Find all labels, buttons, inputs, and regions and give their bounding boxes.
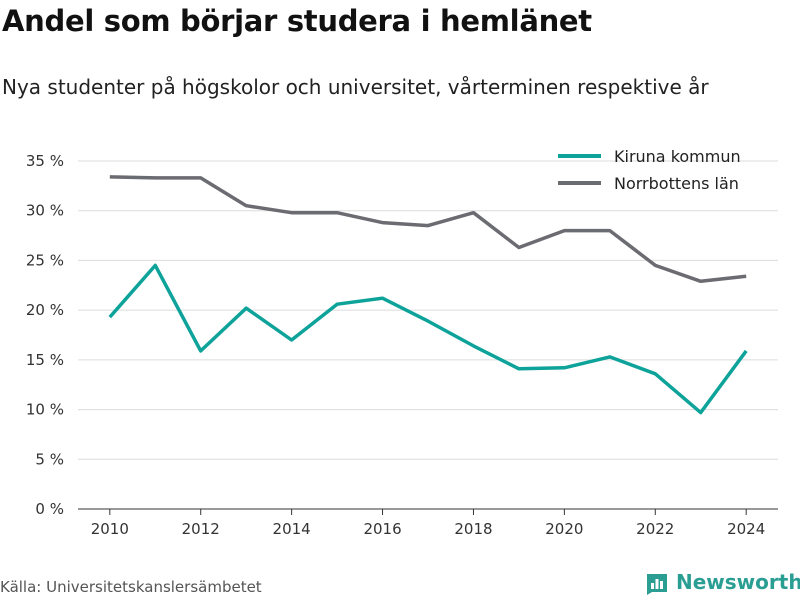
chart-title: Andel som börjar studera i hemlänet [2, 4, 592, 38]
y-tick-label: 30 % [26, 202, 64, 220]
series-line [108, 263, 748, 415]
y-tick-label: 25 % [26, 251, 64, 269]
x-tick-label: 2022 [636, 520, 674, 538]
legend-label: Kiruna kommun [614, 147, 741, 166]
y-axis-ticks: 0 % 5 % 10 % 15 % 20 % 25 % 30 % 35 % [26, 152, 64, 518]
source-note: Källa: Universitetskanslersämbetet [0, 578, 262, 596]
legend: Kiruna kommun Norrbottens län [558, 147, 741, 193]
x-tick-label: 2010 [91, 520, 129, 538]
y-tick-label: 20 % [26, 301, 64, 319]
x-tick-label: 2024 [727, 520, 765, 538]
x-tick-label: 2020 [545, 520, 583, 538]
y-tick-label: 10 % [26, 401, 64, 419]
chart-subtitle: Nya studenter på högskolor och universit… [2, 75, 709, 99]
x-axis: 2010 2012 2014 2016 2018 2020 2022 2024 [78, 508, 778, 538]
x-tick-label: 2018 [454, 520, 492, 538]
series-line [109, 175, 747, 284]
y-tick-label: 0 % [35, 500, 64, 518]
brand-logo: Newsworthy [644, 569, 800, 595]
gridlines [78, 160, 778, 460]
bar-chart-logo-icon [647, 574, 667, 595]
y-tick-label: 5 % [35, 450, 64, 468]
y-tick-label: 35 % [26, 152, 64, 170]
x-tick-label: 2012 [182, 520, 220, 538]
x-tick-label: 2014 [273, 520, 311, 538]
line-chart: 0 %5 %10 %15 %20 %25 %30 %35 % 2010 2012 2… [26, 147, 778, 538]
y-tick-label: 15 % [26, 351, 64, 369]
series-lines [108, 175, 748, 415]
brand-name: Newsworthy [676, 570, 800, 594]
x-tick-label: 2016 [363, 520, 401, 538]
legend-label: Norrbottens län [614, 174, 739, 193]
